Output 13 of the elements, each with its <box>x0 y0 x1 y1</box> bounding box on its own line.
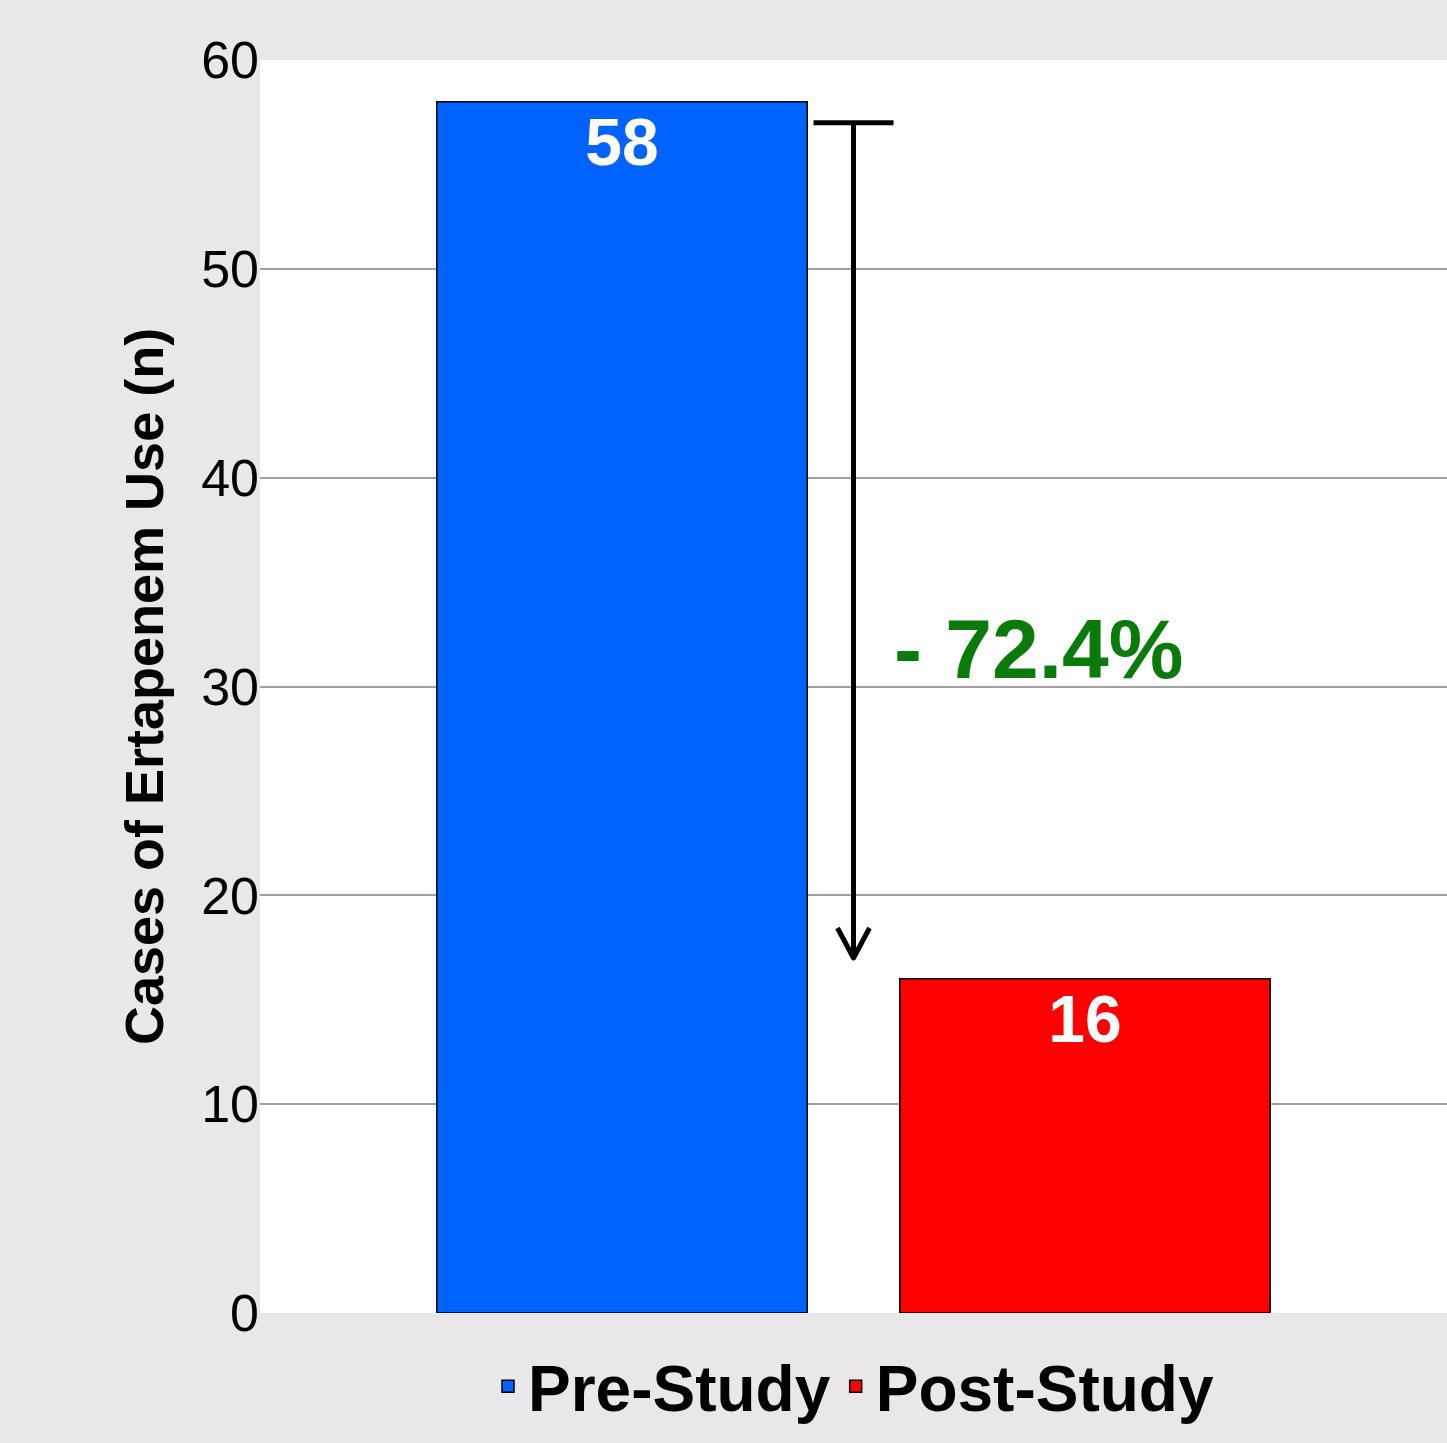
y-axis-title: Cases of Ertapenem Use (n) <box>113 327 174 1046</box>
data-label: 16 <box>1048 981 1122 1056</box>
y-tick-label: 10 <box>201 1075 259 1134</box>
legend-label: Pre-Study <box>528 1353 831 1426</box>
y-tick-label: 40 <box>201 448 259 507</box>
y-tick-label: 60 <box>201 31 259 90</box>
annotation: - 72.4% <box>894 602 1184 696</box>
legend-label: Post-Study <box>875 1353 1214 1426</box>
data-label: 58 <box>585 104 659 179</box>
y-tick-label: 20 <box>201 866 259 925</box>
y-tick-label: 0 <box>230 1284 259 1343</box>
y-tick-label: 50 <box>201 240 259 299</box>
y-tick-label: 30 <box>201 657 259 716</box>
